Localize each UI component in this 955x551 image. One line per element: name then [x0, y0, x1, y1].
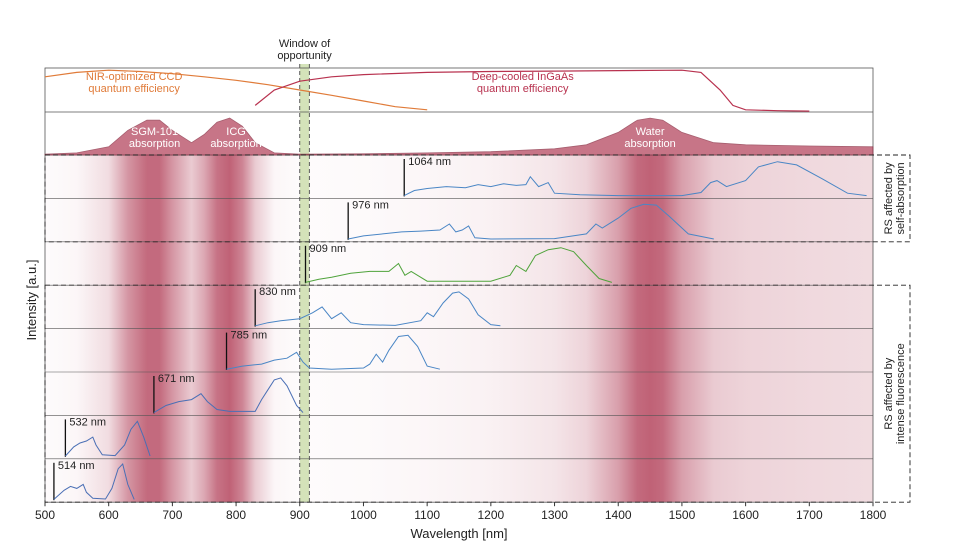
laser-label: 976 nm — [352, 199, 389, 211]
window-label: Window of — [279, 38, 331, 50]
absorption-label: ICG — [226, 126, 246, 138]
spectrum — [65, 420, 151, 457]
x-tick-label: 1300 — [541, 508, 568, 522]
spectrum — [153, 377, 304, 414]
x-tick-label: 500 — [35, 508, 55, 522]
x-tick-label: 800 — [226, 508, 246, 522]
absorption-area — [44, 117, 874, 156]
x-tick-label: 1800 — [860, 508, 887, 522]
laser-label: 830 nm — [259, 286, 296, 298]
qe-label: NIR-optimized CCD — [86, 71, 183, 83]
laser-label: 909 nm — [310, 243, 347, 255]
group-label: self-absorption — [895, 162, 907, 234]
x-tick-label: 1100 — [414, 508, 440, 522]
laser-label: 1064 nm — [408, 156, 451, 168]
laser-label: 785 nm — [231, 330, 268, 342]
qe-curve — [254, 69, 810, 112]
window-label: opportunity — [277, 50, 332, 62]
qe-label: quantum efficiency — [477, 83, 569, 95]
x-tick-label: 1200 — [477, 508, 504, 522]
x-tick-label: 1000 — [350, 508, 377, 522]
qe-label: quantum efficiency — [88, 83, 180, 95]
group-label: RS affected by — [883, 162, 895, 234]
x-axis-label: Wavelength [nm] — [410, 526, 507, 541]
group-box — [44, 284, 911, 503]
x-tick-label: 700 — [162, 508, 182, 522]
group-box — [44, 154, 911, 243]
spectrum — [53, 462, 135, 500]
laser-label: 514 nm — [58, 460, 95, 472]
x-tick-label: 1400 — [605, 508, 632, 522]
qe-label: Deep-cooled InGaAs — [472, 71, 575, 83]
qe-curve — [44, 69, 428, 111]
group-label: intense fluorescence — [895, 343, 907, 444]
absorption-label: Water — [636, 126, 665, 138]
y-axis-label: Intensity [a.u.] — [24, 260, 39, 341]
x-tick-label: 600 — [99, 508, 119, 522]
x-tick-label: 900 — [290, 508, 310, 522]
absorption-label: absorption — [129, 138, 180, 150]
spectrum — [403, 161, 867, 197]
spectrum — [348, 203, 714, 240]
spectrum — [255, 291, 501, 327]
spectrum — [226, 334, 441, 370]
laser-label: 532 nm — [69, 416, 106, 428]
laser-label: 671 nm — [158, 373, 195, 385]
x-tick-label: 1700 — [796, 508, 823, 522]
x-tick-label: 1500 — [669, 508, 696, 522]
absorption-label: SGM-101 — [131, 126, 178, 138]
group-label: RS affected by — [883, 357, 895, 429]
absorption-label: absorption — [210, 138, 261, 150]
absorption-label: absorption — [624, 138, 675, 150]
window-band — [299, 64, 310, 503]
spectrum — [305, 247, 613, 283]
x-tick-label: 1600 — [732, 508, 759, 522]
